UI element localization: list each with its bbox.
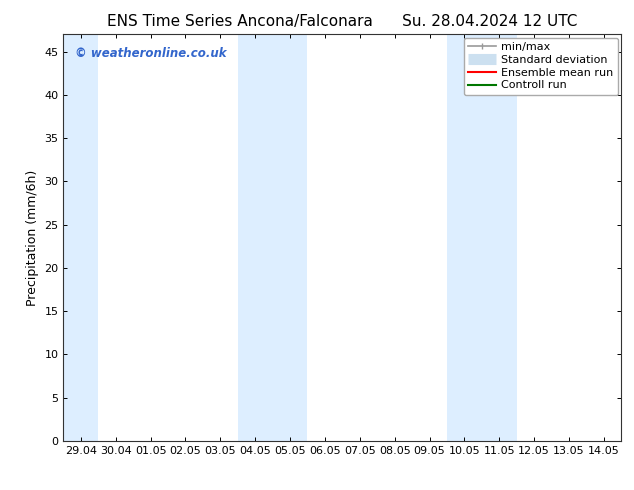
- Bar: [63, 34, 98, 441]
- Text: © weatheronline.co.uk: © weatheronline.co.uk: [75, 47, 226, 59]
- Y-axis label: Precipitation (mm/6h): Precipitation (mm/6h): [26, 170, 39, 306]
- Bar: [238, 34, 307, 441]
- Bar: [447, 34, 517, 441]
- Legend: min/max, Standard deviation, Ensemble mean run, Controll run: min/max, Standard deviation, Ensemble me…: [463, 38, 618, 95]
- Title: ENS Time Series Ancona/Falconara      Su. 28.04.2024 12 UTC: ENS Time Series Ancona/Falconara Su. 28.…: [107, 14, 578, 29]
